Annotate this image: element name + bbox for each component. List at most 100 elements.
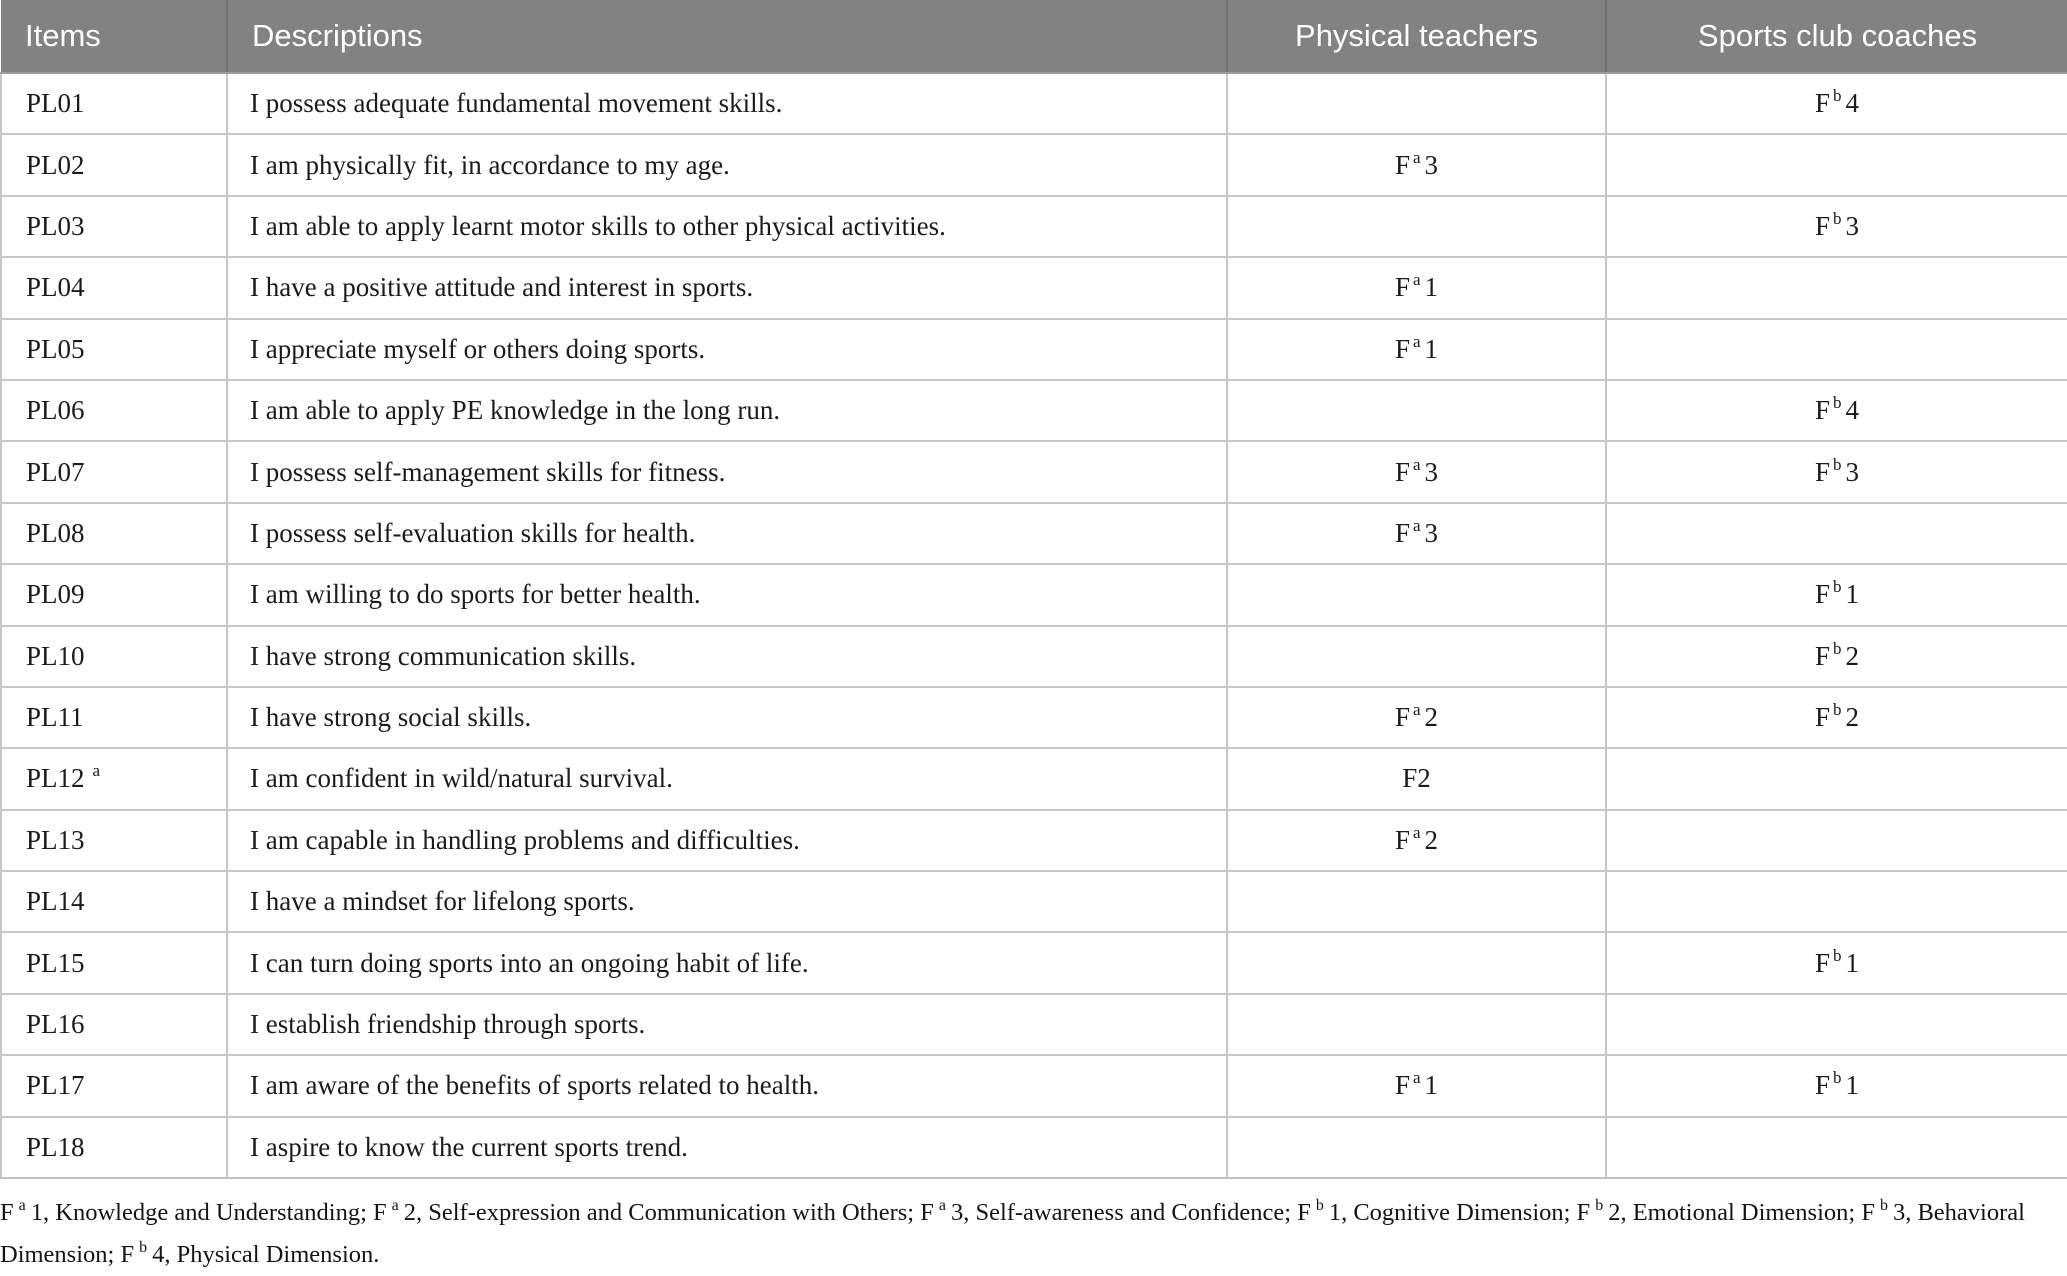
factor-base: F [1814,947,1831,978]
factor-number: 1 [1845,579,1860,610]
item-code: PL13 [26,824,85,855]
sports-club-coaches-cell [1605,870,2067,933]
footnote-text: 2, Self-expression and Communication wit… [403,1199,934,1227]
factor-number: 2 [1845,640,1860,671]
physical-teachers-cell [1226,992,1606,1056]
factor-superscript: b [1833,945,1842,965]
factor-number: 2 [1417,763,1431,794]
factor-number: 1 [1845,947,1860,978]
item-cell: PL09 [0,563,227,626]
factor-superscript: a [1412,1068,1421,1088]
table-row: PL04 I have a positive attitude and inter… [0,256,2067,319]
item-cell: PL03 [0,194,227,258]
factor-base: F [1394,1070,1410,1101]
header-row: Items Descriptions Physical teachers Spo… [1,0,2067,74]
item-cell: PL08 [0,501,227,565]
item-code: PL14 [26,886,85,917]
table-header: Items Descriptions Physical teachers Spo… [1,0,2067,74]
table-row: PL09 I am willing to do sports for better… [0,563,2067,626]
item-code: PL08 [26,517,85,548]
physical-teachers-cell [1226,73,1606,135]
factor-base: F [1814,1070,1831,1101]
factor-number: 1 [1424,1070,1439,1101]
item-code: PL16 [26,1009,85,1040]
factor-base: F [1814,702,1831,733]
factor-base: F [1814,210,1831,241]
physical-teachers-cell [1226,870,1606,933]
column-header-descriptions: Descriptions [226,0,1227,74]
table-row: PL01 I possess adequate fundamental movem… [0,73,2067,135]
factor-superscript: b [1833,454,1842,474]
factor-number: 1 [1424,333,1439,364]
item-code: PL15 [26,947,85,978]
footnote-text: 1, Knowledge and Understanding; F [30,1199,387,1227]
factor-number: 3 [1424,517,1439,548]
factor-superscript: b [1833,393,1842,413]
item-code: PL11 [26,702,84,733]
factor-superscript: a [1412,331,1421,351]
factor-base: F [1402,763,1418,794]
factor-number: 1 [1845,1070,1860,1101]
factor-base: F [1394,517,1410,548]
description-cell: I am capable in handling problems and di… [226,808,1227,872]
column-header-items: Items [1,0,227,74]
factor-superscript: a [1412,822,1421,842]
table-body: PL01 I possess adequate fundamental movem… [0,73,2067,1180]
table-row: PL12 a I am confident in wild/natural surv… [0,747,2067,810]
description-cell: I can turn doing sports into an ongoing … [226,931,1227,994]
sports-club-coaches-cell [1605,1115,2067,1180]
factor-base: F [1814,88,1831,119]
personal-literacy-table: Items Descriptions Physical teachers Spo… [0,0,2067,1180]
factor-number: 1 [1424,272,1439,303]
sports-club-coaches-cell [1605,256,2067,319]
item-cell: PL14 [0,870,227,933]
factor-superscript: a [1412,270,1421,290]
description-cell: I am willing to do sports for better hea… [226,563,1227,626]
footnote-superscript: b [1315,1196,1324,1214]
item-cell: PL16 [0,992,227,1056]
factor-base: F [1394,456,1410,487]
item-code: PL09 [26,579,85,610]
item-code: PL05 [26,333,85,364]
table-row: PL10 I have strong communication skills. F… [0,624,2067,687]
factor-number: 3 [1845,210,1860,241]
description-cell: I have strong communication skills. [226,624,1227,687]
footnote-superscript: a [18,1196,26,1214]
description-cell: I am aware of the benefits of sports rel… [226,1054,1227,1117]
factor-number: 3 [1424,149,1439,180]
item-cell: PL13 [0,808,227,872]
factor-superscript: b [1833,577,1842,597]
table-row: PL13 I am capable in handling problems an… [0,808,2067,872]
factor-number: 2 [1424,824,1439,855]
item-cell: PL02 [0,133,227,196]
footnote-text: 4, Physical Dimension. [152,1241,380,1269]
description-cell: I possess adequate fundamental movement … [226,73,1227,135]
description-cell: I am able to apply learnt motor skills t… [226,194,1227,258]
item-cell: PL04 [0,256,227,319]
footnote-text: 2, Emotional Dimension; F [1608,1199,1875,1227]
item-cell: PL12 a [0,747,227,810]
item-code: PL06 [26,395,85,426]
table-row: PL17 I am aware of the benefits of sports… [0,1054,2067,1117]
description-cell: I appreciate myself or others doing spor… [226,317,1227,380]
item-code: PL03 [26,210,85,241]
factor-number: 3 [1424,456,1439,487]
description-cell: I have a mindset for lifelong sports. [226,870,1227,933]
factor-superscript: b [1833,700,1842,720]
sports-club-coaches-cell [1605,317,2067,380]
footnote-superscript: a [938,1196,946,1214]
sports-club-coaches-cell [1605,133,2067,196]
factor-number: 3 [1845,456,1860,487]
sports-club-coaches-cell [1605,501,2067,565]
footnote-text: F [0,1199,14,1227]
factor-superscript: a [1412,147,1421,167]
